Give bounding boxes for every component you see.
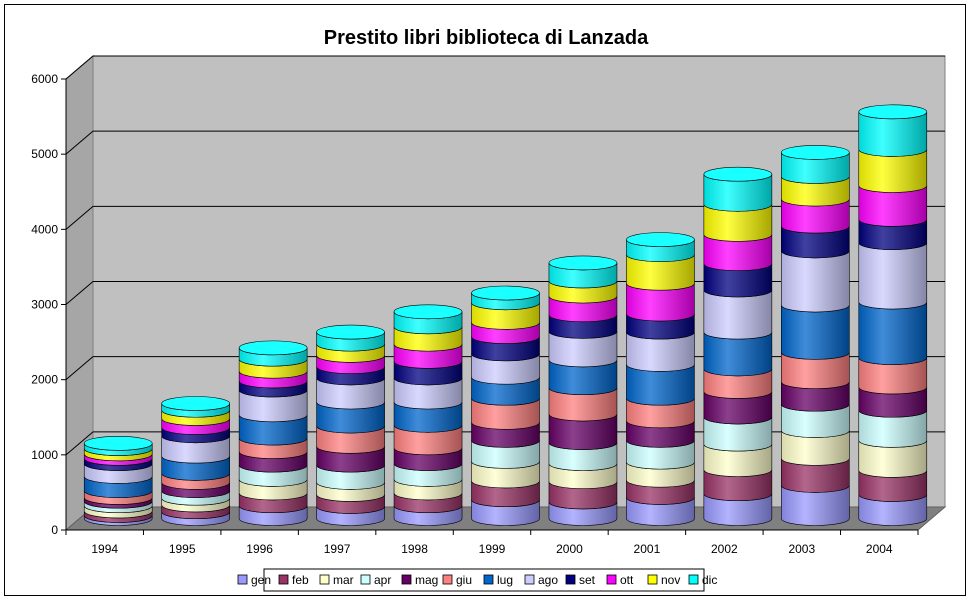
bar-stack: [238, 340, 308, 526]
bar-segment-lug-2004: [858, 301, 928, 365]
bar-top-1999: [471, 285, 540, 301]
bars: [83, 104, 928, 526]
legend-label-feb: feb: [292, 573, 309, 587]
bar-stack: [781, 145, 850, 526]
legend-swatch-lug: [483, 574, 494, 585]
bar-segment-ago-2002: [703, 289, 773, 340]
x-tick-label: 2004: [866, 542, 893, 556]
legend-swatch-gen: [237, 574, 248, 585]
gridline: [65, 205, 945, 230]
legend-swatch-dic: [688, 574, 699, 585]
bar-top-1994: [83, 436, 153, 451]
y-tick-label: 2000: [31, 373, 58, 387]
bar-stack: [703, 166, 773, 526]
bar-stack: [161, 396, 230, 526]
legend-label-gen: gen: [251, 573, 271, 587]
bar-stack: [83, 436, 153, 526]
legend-label-dic: dic: [702, 573, 717, 587]
y-tick-label: 1000: [31, 448, 58, 462]
x-axis: 1994 1995 1996 1997 1998 1999 2000 2001 2002 2003…: [65, 529, 919, 556]
x-tick-label: 2000: [556, 542, 583, 556]
legend-swatch-ott: [606, 574, 617, 585]
y-axis: 0 1000 2000 3000 4000 5000 6000: [31, 72, 67, 537]
bar-top-1998: [393, 304, 463, 320]
bar-stack: [626, 232, 695, 526]
bar-top-2004: [858, 104, 928, 120]
y-tick-label: 3000: [31, 298, 58, 312]
gridline: [65, 130, 945, 155]
x-tick-label: 1994: [91, 542, 118, 556]
legend-label-lug: lug: [497, 573, 513, 587]
legend-swatch-giu: [442, 574, 453, 585]
legend-label-giu: giu: [456, 573, 472, 587]
bar-segment-ago-2003: [781, 250, 850, 313]
legend-label-ott: ott: [620, 573, 634, 587]
legend-swatch-mag: [401, 574, 412, 585]
legend-label-ago: ago: [538, 573, 558, 587]
legend-swatch-apr: [360, 574, 371, 585]
bar-stack: [858, 104, 928, 526]
y-tick-label: 5000: [31, 147, 58, 161]
legend: gen feb mar apr mag giu lug ago set ott nov dic: [237, 568, 717, 592]
legend-label-apr: apr: [374, 573, 391, 587]
bar-top-1995: [161, 396, 230, 411]
chart-title: Prestito libri biblioteca di Lanzada: [324, 27, 649, 49]
bar-stack: [548, 255, 618, 526]
bar-top-2003: [781, 145, 850, 160]
legend-label-mag: mag: [415, 573, 438, 587]
x-tick-label: 1996: [246, 542, 273, 556]
legend-swatch-nov: [647, 574, 658, 585]
bar-stack: [316, 324, 385, 526]
bar-stack: [393, 304, 463, 526]
bar-top-2000: [548, 255, 618, 271]
gridline: [65, 55, 945, 80]
x-tick-label: 2001: [634, 542, 661, 556]
legend-swatch-feb: [278, 574, 289, 585]
bar-top-1996: [238, 340, 308, 356]
legend-label-nov: nov: [661, 573, 680, 587]
bar-top-1997: [316, 324, 385, 340]
y-tick-label: 0: [51, 523, 58, 537]
x-tick-label: 2002: [711, 542, 738, 556]
bar-stack: [471, 285, 540, 526]
bar-segment-lug-2003: [781, 304, 850, 360]
legend-swatch-set: [565, 574, 576, 585]
x-tick-label: 2003: [788, 542, 815, 556]
x-tick-label: 1998: [401, 542, 428, 556]
bar-segment-ago-2004: [858, 242, 928, 310]
y-tick-label: 4000: [31, 222, 58, 236]
x-tick-label: 1995: [169, 542, 196, 556]
x-tick-label: 1997: [324, 542, 351, 556]
bar-top-2001: [626, 232, 695, 247]
x-tick-label: 1999: [479, 542, 506, 556]
legend-swatch-ago: [524, 574, 535, 585]
legend-label-set: set: [579, 573, 596, 587]
legend-swatch-mar: [319, 574, 330, 585]
bar-top-2002: [703, 166, 773, 182]
legend-label-mar: mar: [333, 573, 354, 587]
y-tick-label: 6000: [31, 72, 58, 86]
